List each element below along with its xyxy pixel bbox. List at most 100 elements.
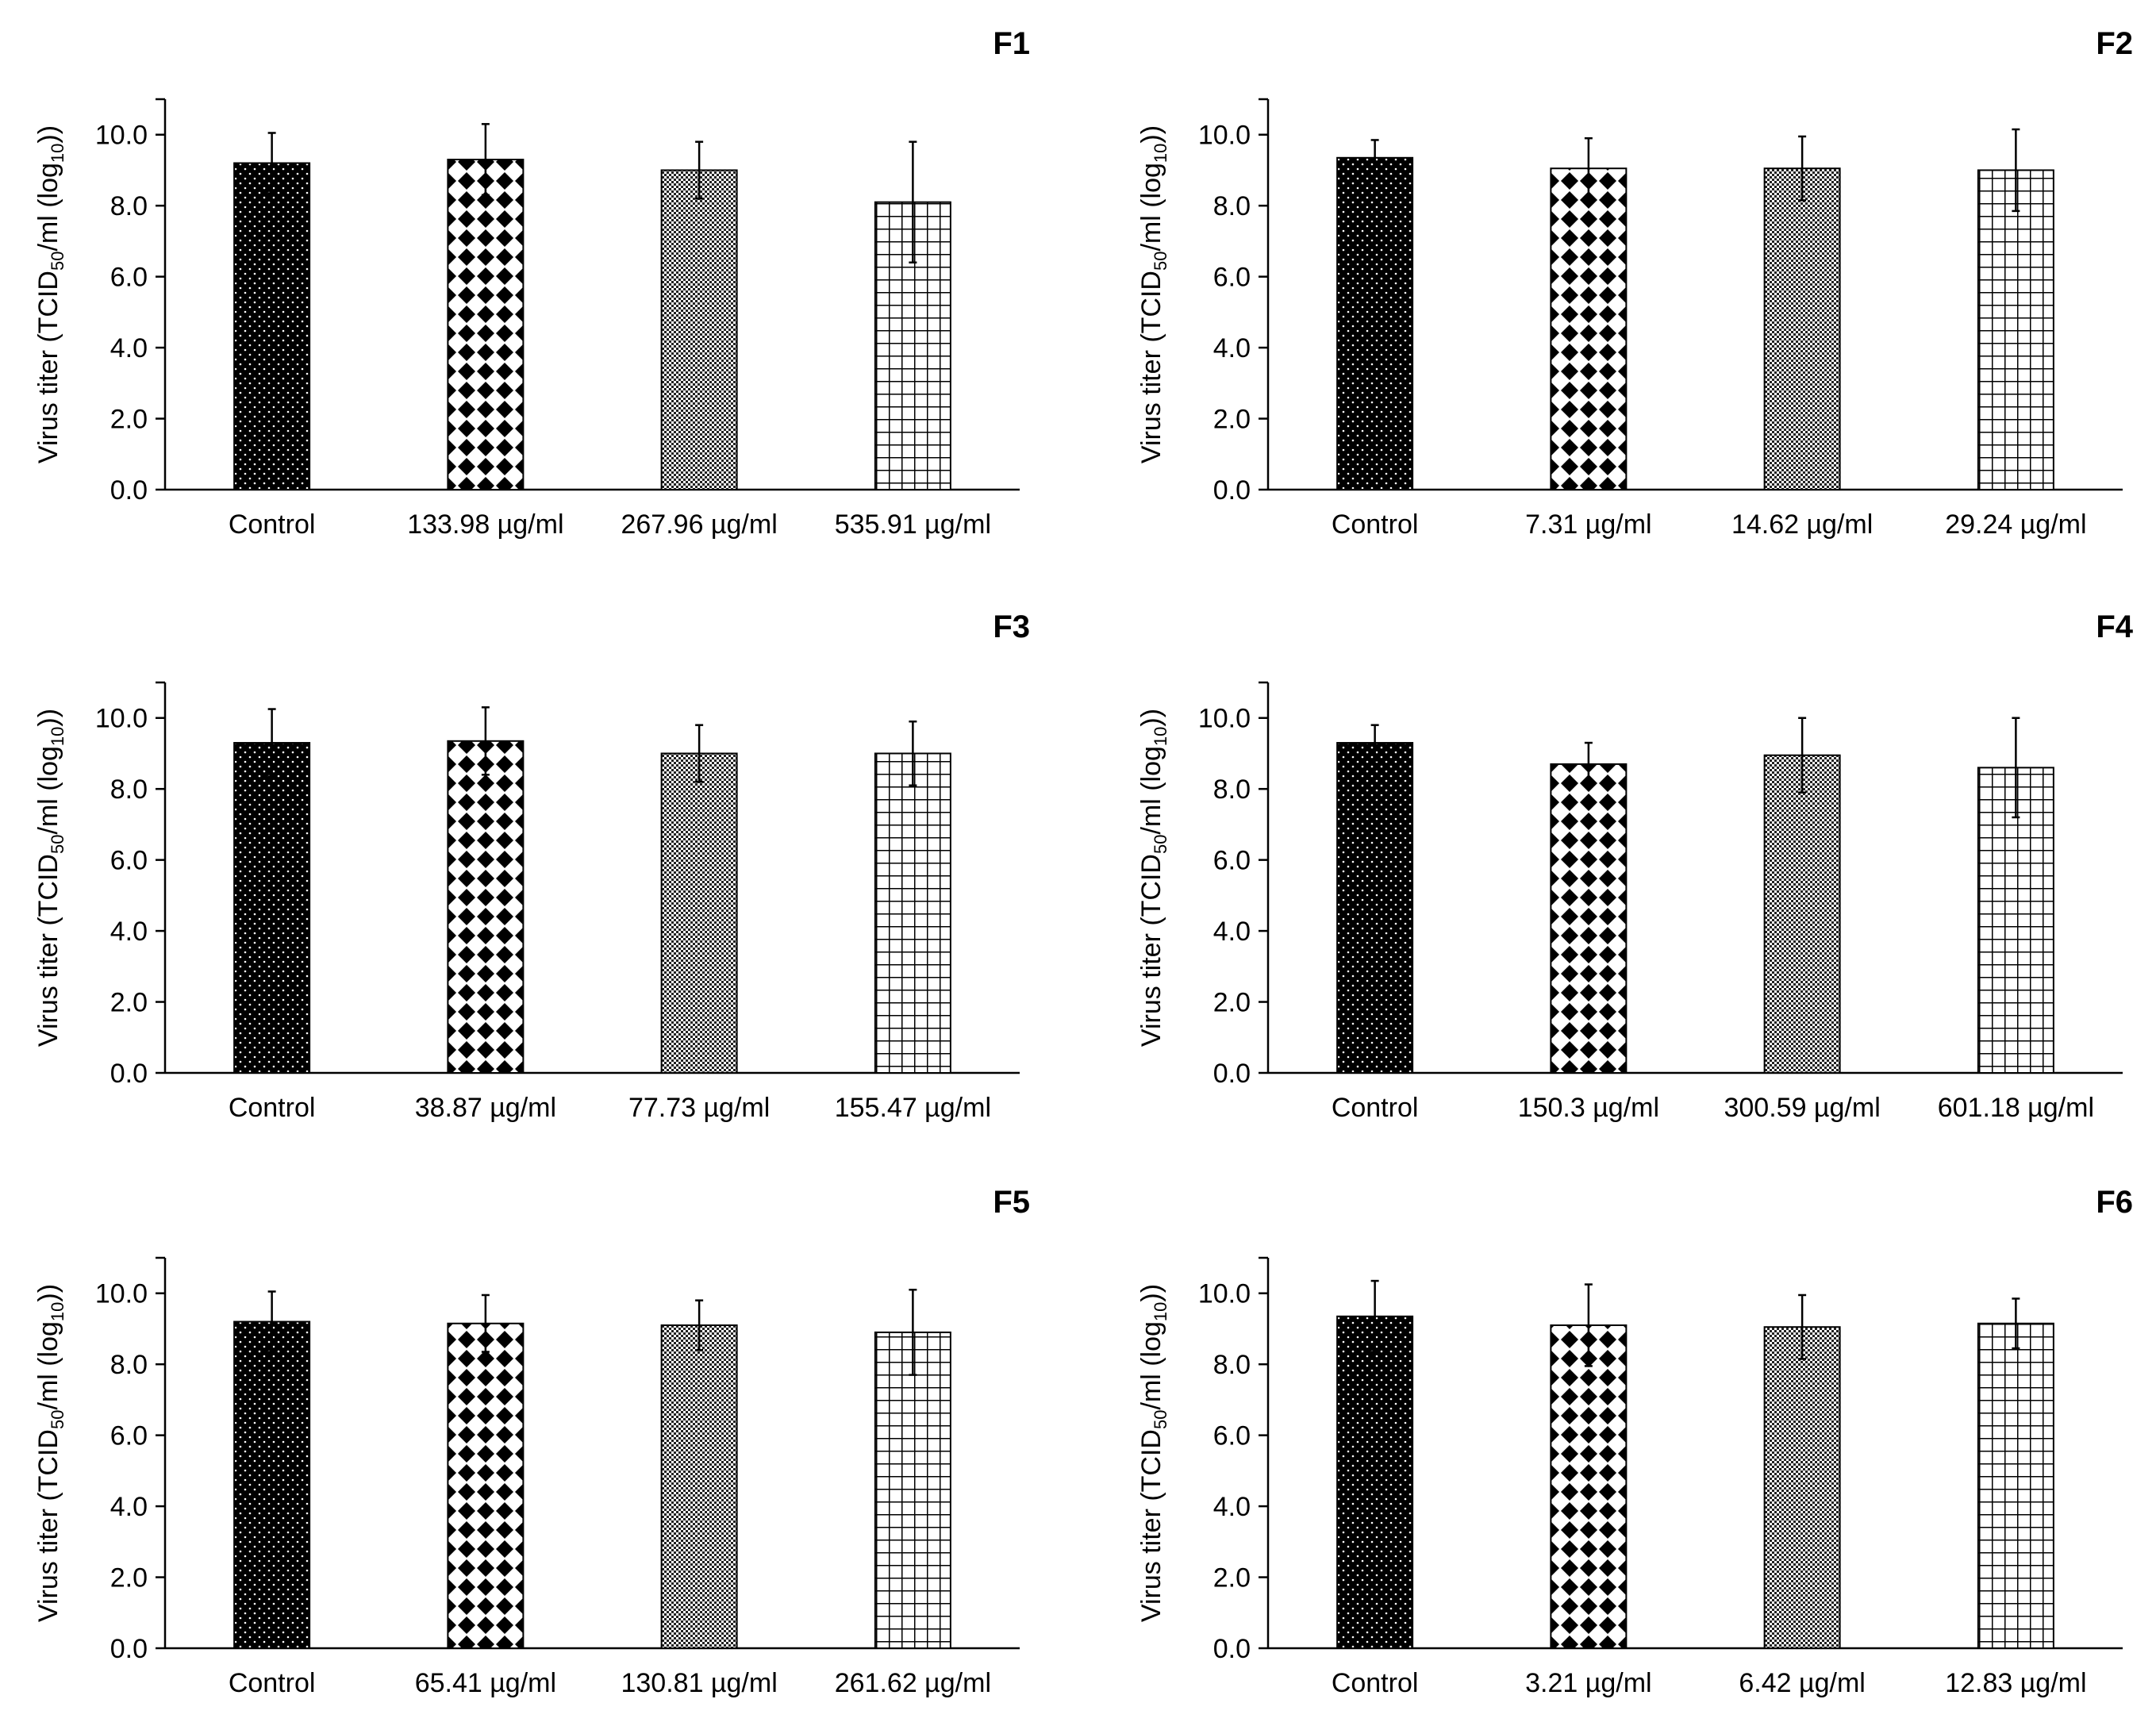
y-axis-label: Virus titer (TCID50/ml (log10)) bbox=[1136, 709, 1170, 1047]
bar-1 bbox=[447, 1322, 525, 1649]
error-bar-2 bbox=[695, 1299, 704, 1351]
category-label-1: 7.31 µg/ml bbox=[1525, 509, 1651, 540]
error-bar-3 bbox=[2012, 1297, 2020, 1350]
y-axis-label-subscript: 10 bbox=[1151, 727, 1170, 746]
bar-1 bbox=[447, 159, 525, 490]
category-label-3: 155.47 µg/ml bbox=[835, 1093, 991, 1123]
error-bar-3 bbox=[909, 140, 917, 263]
error-bar-2 bbox=[1798, 1294, 1807, 1360]
y-axis-label-part: Virus titer (TCID bbox=[1136, 1429, 1166, 1622]
y-axis-label-part: Virus titer (TCID bbox=[33, 854, 63, 1047]
bar-3 bbox=[874, 1331, 951, 1649]
category-label-0: Control bbox=[229, 1668, 316, 1698]
error-bar-2 bbox=[695, 140, 704, 200]
bar-1 bbox=[1550, 1324, 1628, 1649]
y-axis-label-part: )) bbox=[1136, 709, 1166, 727]
y-tick-label: 0.0 bbox=[110, 1059, 148, 1089]
bar-0 bbox=[233, 742, 311, 1074]
category-label-3: 12.83 µg/ml bbox=[1945, 1668, 2086, 1698]
category-label-0: Control bbox=[1332, 1668, 1419, 1698]
bar-3 bbox=[1977, 169, 2054, 490]
bar-0 bbox=[1336, 156, 1414, 491]
y-axis-label: Virus titer (TCID50/ml (log10)) bbox=[1136, 1284, 1170, 1622]
y-tick-label: 6.0 bbox=[110, 263, 148, 293]
y-axis-label-part: /ml (log bbox=[33, 1321, 63, 1409]
error-bar-0 bbox=[1370, 1279, 1379, 1353]
category-label-1: 150.3 µg/ml bbox=[1518, 1093, 1659, 1123]
category-label-3: 29.24 µg/ml bbox=[1945, 509, 2086, 540]
error-bar-3 bbox=[909, 1289, 917, 1376]
category-label-2: 267.96 µg/ml bbox=[621, 509, 777, 540]
error-bar-3 bbox=[909, 720, 917, 786]
bar-3 bbox=[874, 752, 951, 1074]
category-label-3: 601.18 µg/ml bbox=[1938, 1093, 2094, 1123]
y-axis-label-subscript: 10 bbox=[48, 727, 67, 746]
y-tick-label: 2.0 bbox=[1213, 1563, 1251, 1593]
y-tick-label: 6.0 bbox=[1213, 846, 1251, 876]
y-axis-label-part: /ml (log bbox=[1136, 163, 1166, 251]
category-label-1: 133.98 µg/ml bbox=[407, 509, 563, 540]
y-tick-label: 4.0 bbox=[1213, 333, 1251, 363]
bar-0 bbox=[1336, 1315, 1414, 1650]
y-axis-label-subscript: 50 bbox=[48, 1410, 67, 1429]
bar-2 bbox=[1763, 754, 1841, 1074]
y-axis-label-part: )) bbox=[33, 125, 63, 144]
y-axis-label-part: )) bbox=[1136, 125, 1166, 144]
bar-1 bbox=[1550, 763, 1628, 1074]
error-bar-1 bbox=[481, 706, 490, 776]
y-tick-label: 8.0 bbox=[1213, 775, 1251, 805]
y-tick-label: 4.0 bbox=[1213, 917, 1251, 947]
y-axis-label-subscript: 50 bbox=[1151, 1410, 1170, 1429]
bar-2 bbox=[1763, 1326, 1841, 1650]
bar-2 bbox=[1763, 167, 1841, 491]
y-tick-label: 0.0 bbox=[1213, 475, 1251, 505]
y-tick-label: 0.0 bbox=[1213, 1059, 1251, 1089]
category-label-0: Control bbox=[229, 509, 316, 540]
category-label-0: Control bbox=[1332, 1093, 1419, 1123]
error-bar-1 bbox=[481, 123, 490, 197]
y-tick-label: 0.0 bbox=[1213, 1634, 1251, 1664]
y-axis-label: Virus titer (TCID50/ml (log10)) bbox=[33, 709, 67, 1047]
y-tick-label: 2.0 bbox=[110, 988, 148, 1018]
category-label-3: 535.91 µg/ml bbox=[835, 509, 991, 540]
error-bar-0 bbox=[1370, 139, 1379, 177]
y-tick-label: 10.0 bbox=[95, 704, 148, 734]
chart-panel-f1: F1 0.0 2.0 4.0 6.0 8.0 10.0 Virus titer (TCID50… bbox=[33, 26, 1030, 540]
y-tick-label: 10.0 bbox=[1198, 1279, 1251, 1309]
y-axis-label: Virus titer (TCID50/ml (log10)) bbox=[33, 1284, 67, 1622]
y-axis-label-part: Virus titer (TCID bbox=[1136, 854, 1166, 1047]
category-label-2: 130.81 µg/ml bbox=[621, 1668, 777, 1698]
y-axis-label-subscript: 50 bbox=[1151, 252, 1170, 271]
y-axis-label-subscript: 10 bbox=[48, 1302, 67, 1321]
error-bar-0 bbox=[267, 1290, 276, 1353]
category-label-2: 77.73 µg/ml bbox=[628, 1093, 770, 1123]
error-bar-0 bbox=[1370, 724, 1379, 762]
error-bar-2 bbox=[695, 724, 704, 783]
y-axis-label: Virus titer (TCID50/ml (log10)) bbox=[1136, 125, 1170, 463]
chart-title: F4 bbox=[2096, 609, 2133, 644]
y-tick-label: 4.0 bbox=[110, 917, 148, 947]
chart-title: F6 bbox=[2096, 1185, 2133, 1220]
y-axis-label-part: Virus titer (TCID bbox=[33, 271, 63, 463]
chart-title: F3 bbox=[993, 609, 1030, 644]
error-bar-1 bbox=[481, 1294, 490, 1353]
category-label-0: Control bbox=[229, 1093, 316, 1123]
y-tick-label: 0.0 bbox=[110, 1634, 148, 1664]
y-tick-label: 6.0 bbox=[1213, 263, 1251, 293]
y-tick-label: 4.0 bbox=[110, 333, 148, 363]
y-axis-label-part: )) bbox=[1136, 1284, 1166, 1302]
category-label-2: 300.59 µg/ml bbox=[1724, 1093, 1880, 1123]
error-bar-0 bbox=[267, 708, 276, 778]
bar-1 bbox=[1550, 167, 1628, 491]
y-tick-label: 0.0 bbox=[110, 475, 148, 505]
error-bar-1 bbox=[1584, 741, 1593, 786]
y-tick-label: 8.0 bbox=[1213, 1350, 1251, 1380]
category-label-2: 6.42 µg/ml bbox=[1739, 1668, 1865, 1698]
y-axis-label-part: )) bbox=[33, 709, 63, 727]
bar-0 bbox=[233, 1320, 311, 1649]
category-label-1: 3.21 µg/ml bbox=[1525, 1668, 1651, 1698]
category-label-1: 65.41 µg/ml bbox=[415, 1668, 556, 1698]
y-tick-label: 4.0 bbox=[110, 1492, 148, 1522]
y-axis-label-subscript: 10 bbox=[48, 144, 67, 163]
y-axis-label-subscript: 50 bbox=[48, 835, 67, 854]
